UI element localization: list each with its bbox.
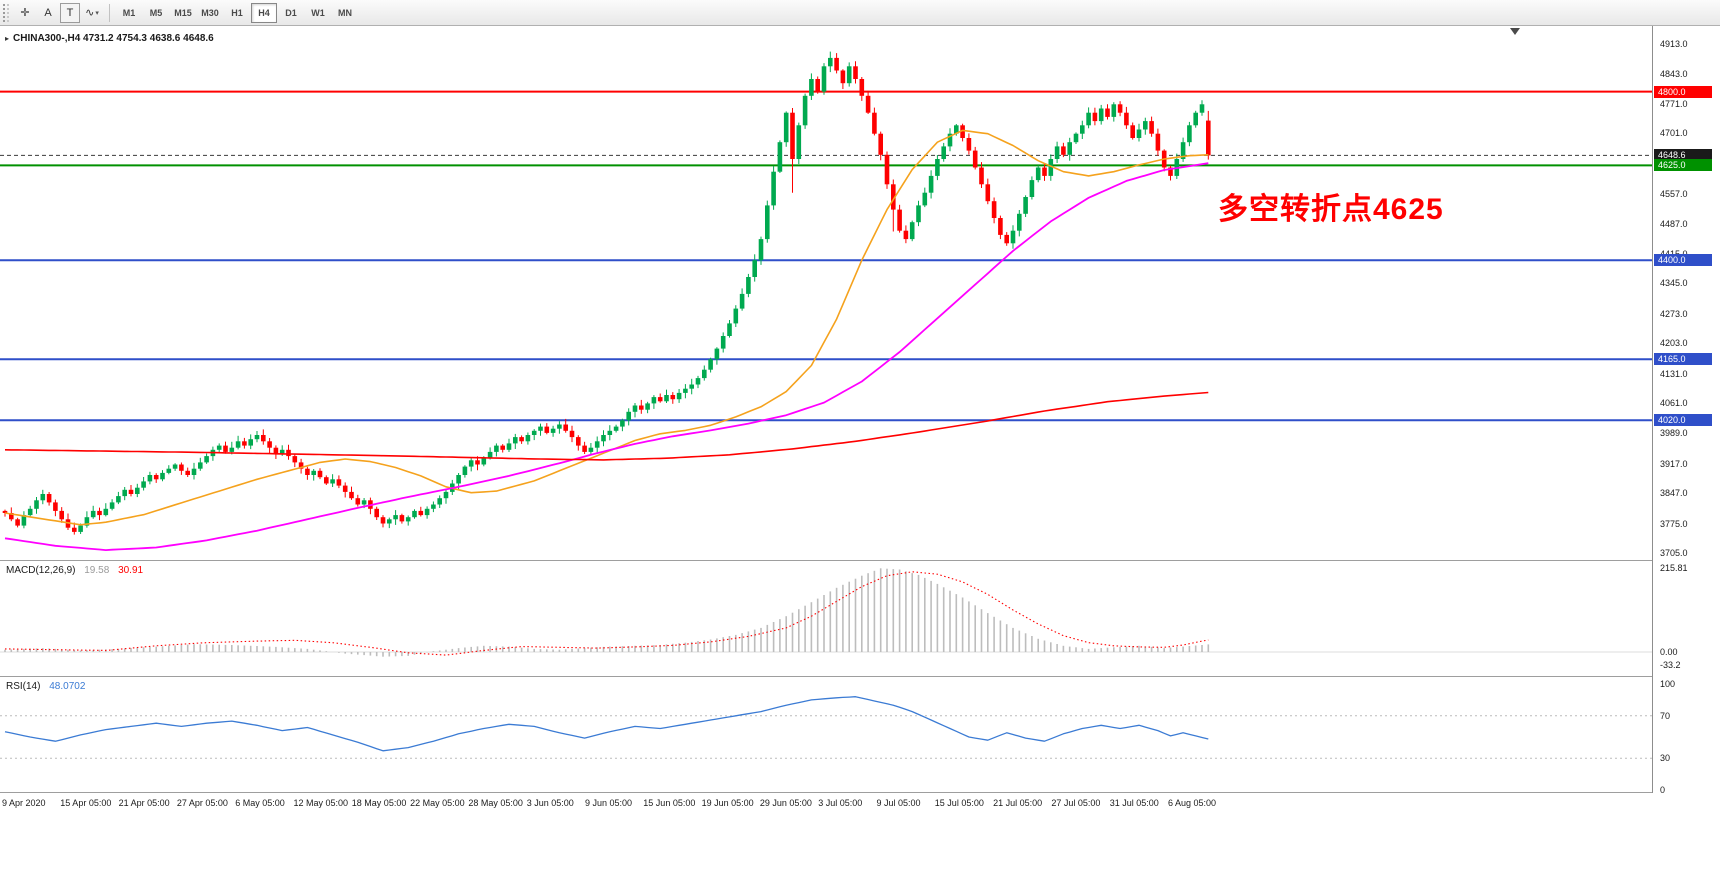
time-label: 29 Jun 05:00 bbox=[759, 798, 812, 808]
time-label: 22 May 05:00 bbox=[410, 798, 465, 808]
rsi-name: RSI(14) bbox=[6, 681, 41, 692]
rsi-tick-label: 100 bbox=[1660, 679, 1676, 689]
price-tick-label: 4487.0 bbox=[1660, 218, 1688, 229]
macd-signal-value: 30.91 bbox=[118, 565, 144, 576]
rsi-label: RSI(14) 48.0702 bbox=[6, 681, 85, 692]
time-label: 6 Aug 05:00 bbox=[1168, 798, 1217, 808]
rsi-tick-label: 70 bbox=[1660, 710, 1671, 721]
text-label-tool-button[interactable]: A bbox=[37, 3, 59, 23]
timeframe-h4-button[interactable]: H4 bbox=[251, 2, 277, 23]
drawing-tools-button[interactable]: ∿ ▾ bbox=[81, 3, 103, 23]
time-label: 31 Jul 05:00 bbox=[1109, 798, 1159, 808]
panel-separator[interactable] bbox=[0, 792, 1720, 793]
time-label: 27 Apr 05:00 bbox=[176, 798, 228, 808]
timeframe-h1-button[interactable]: H1 bbox=[224, 3, 250, 23]
time-label: 18 May 05:00 bbox=[351, 798, 407, 808]
drawing-tools-icon: ∿ bbox=[85, 7, 95, 19]
price-tick-label: 3847.0 bbox=[1660, 488, 1688, 499]
price-tick-label: 4843.0 bbox=[1660, 68, 1688, 79]
macd-tick-label: -33.2 bbox=[1660, 659, 1681, 670]
timeframe-m15-button[interactable]: M15 bbox=[170, 3, 196, 23]
panel-separator[interactable] bbox=[0, 676, 1720, 677]
symbol-marker-icon: ▸ bbox=[5, 33, 10, 43]
price-tick-label: 3705.0 bbox=[1660, 548, 1688, 558]
time-label: 21 Jul 05:00 bbox=[993, 798, 1043, 808]
time-label: 3 Jul 05:00 bbox=[818, 798, 863, 808]
rsi-tick-label: 30 bbox=[1660, 753, 1671, 764]
price-tag-4800.0: 4800.0 bbox=[1654, 85, 1712, 98]
time-label: 9 Jul 05:00 bbox=[876, 798, 921, 808]
time-label: 6 May 05:00 bbox=[235, 798, 285, 808]
toolbar: ✛ A T ∿ ▾ M1 M5 M15 M30 H1 H4 D1 W1 MN bbox=[0, 0, 1720, 26]
rsi-value: 48.0702 bbox=[49, 681, 86, 692]
price-tick-label: 3775.0 bbox=[1660, 518, 1688, 529]
price-chart-panel[interactable]: ▸ CHINA300-,H4 4731.2 4754.3 4638.6 4648… bbox=[0, 26, 1652, 560]
timeframe-d1-button[interactable]: D1 bbox=[278, 3, 304, 23]
macd-panel[interactable]: MACD(12,26,9) 19.58 30.91 bbox=[0, 561, 1652, 676]
price-tick-label: 4061.0 bbox=[1660, 398, 1688, 408]
price-tag-4648.6: 4648.6 bbox=[1654, 149, 1712, 162]
time-label: 15 Apr 05:00 bbox=[60, 798, 112, 808]
price-axis[interactable]: 4913.0 4843.0 4771.0 4701.0 4557.0 4487.0 4415… bbox=[1652, 26, 1720, 795]
price-tag-4400.0: 4400.0 bbox=[1654, 254, 1712, 267]
price-tick-label: 4345.0 bbox=[1660, 278, 1688, 289]
timeframe-m30-button[interactable]: M30 bbox=[197, 3, 223, 23]
timeframe-mn-button[interactable]: MN bbox=[332, 3, 358, 23]
price-tag-4625.0: 4625.0 bbox=[1654, 159, 1712, 172]
price-tick-label: 4557.0 bbox=[1660, 189, 1688, 199]
macd-chart bbox=[0, 568, 1652, 657]
timeframe-m1-button[interactable]: M1 bbox=[116, 3, 142, 23]
time-label: 3 Jun 05:00 bbox=[526, 798, 574, 808]
macd-main-value: 19.58 bbox=[84, 565, 110, 576]
chart-title-text: CHINA300-,H4 4731.2 4754.3 4638.6 4648.6 bbox=[13, 33, 214, 44]
price-tag-4020.0: 4020.0 bbox=[1654, 414, 1712, 427]
time-label: 15 Jul 05:00 bbox=[934, 798, 984, 808]
chart-annotation: 多空转折点4625 bbox=[1218, 193, 1444, 226]
time-label: 28 May 05:00 bbox=[468, 798, 523, 808]
time-label: 27 Jul 05:00 bbox=[1051, 798, 1101, 808]
price-tick-label: 4131.0 bbox=[1660, 368, 1688, 379]
time-label: 21 Apr 05:00 bbox=[118, 798, 170, 808]
price-tick-label: 4203.0 bbox=[1660, 338, 1688, 349]
price-tick-label: 3989.0 bbox=[1660, 428, 1688, 439]
rsi-chart bbox=[0, 696, 1652, 759]
price-tick-label: 4913.0 bbox=[1660, 39, 1688, 49]
price-tick-label: 4771.0 bbox=[1660, 98, 1688, 109]
price-tag-4165.0: 4165.0 bbox=[1654, 353, 1712, 366]
text-box-tool-button[interactable]: T bbox=[60, 2, 80, 23]
time-label: 12 May 05:00 bbox=[293, 798, 349, 808]
price-tick-label: 3917.0 bbox=[1660, 458, 1688, 469]
chart-shift-marker-icon[interactable] bbox=[1510, 28, 1520, 35]
price-tick-label: 4415.0 bbox=[1660, 249, 1688, 259]
macd-tick-label: 0.00 bbox=[1660, 647, 1678, 657]
timeframe-m5-button[interactable]: M5 bbox=[143, 3, 169, 23]
time-label: 19 Jun 05:00 bbox=[701, 798, 754, 808]
time-label: 15 Jun 05:00 bbox=[643, 798, 696, 808]
time-axis[interactable]: 9 Apr 2020 15 Apr 05:00 21 Apr 05:00 27 Apr… bbox=[0, 793, 1720, 817]
chevron-down-icon: ▾ bbox=[95, 9, 99, 17]
macd-name: MACD(12,26,9) bbox=[6, 565, 76, 576]
macd-label: MACD(12,26,9) 19.58 30.91 bbox=[6, 565, 143, 576]
toolbar-grip[interactable] bbox=[3, 3, 9, 22]
price-tick-label: 4273.0 bbox=[1660, 308, 1688, 319]
crosshair-tool-button[interactable]: ✛ bbox=[14, 3, 36, 23]
macd-tick-label: 215.81 bbox=[1660, 563, 1688, 573]
rsi-tick-label: 0 bbox=[1660, 785, 1666, 795]
panel-separator[interactable] bbox=[0, 560, 1720, 561]
timeframe-w1-button[interactable]: W1 bbox=[305, 3, 331, 23]
price-tick-label: 4701.0 bbox=[1660, 128, 1688, 139]
time-label: 9 Jun 05:00 bbox=[585, 798, 633, 808]
toolbar-separator bbox=[109, 3, 110, 22]
candlestick-chart[interactable] bbox=[0, 26, 1652, 560]
chart-title: ▸ CHINA300-,H4 4731.2 4754.3 4638.6 4648… bbox=[5, 33, 214, 44]
time-label: 9 Apr 2020 bbox=[2, 798, 46, 808]
rsi-panel[interactable]: RSI(14) 48.0702 bbox=[0, 677, 1652, 793]
